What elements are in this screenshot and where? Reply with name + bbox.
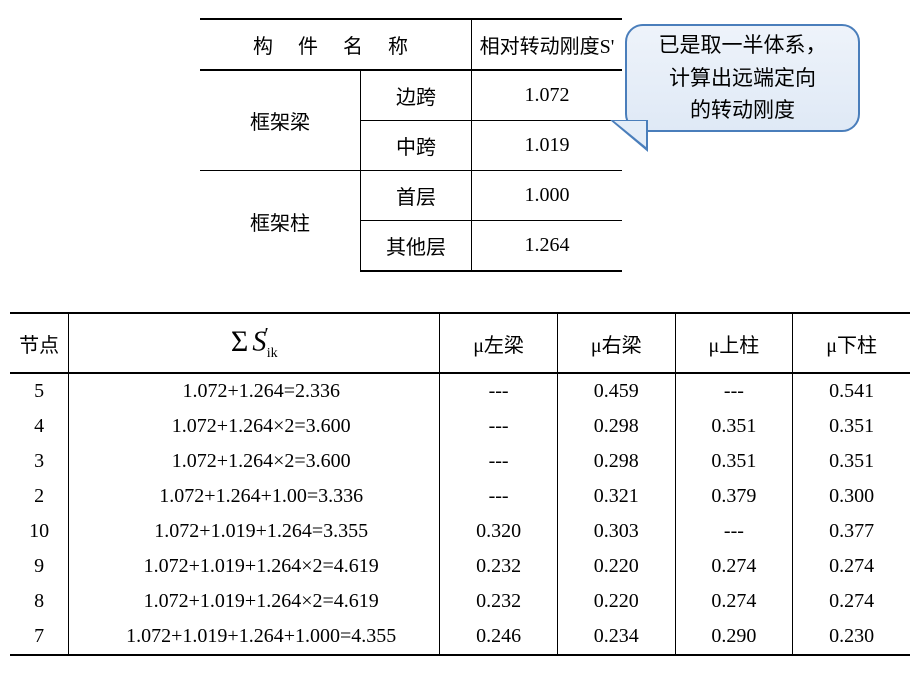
cell-node: 10 <box>10 514 69 549</box>
cell-mu-d: 0.230 <box>793 619 910 655</box>
cell-mu-d: 0.300 <box>793 479 910 514</box>
cell-mu-u: 0.274 <box>675 549 793 584</box>
cell-mu-l: --- <box>440 479 558 514</box>
cell-mu-r: 0.220 <box>557 549 675 584</box>
cell-mu-l: 0.232 <box>440 549 558 584</box>
cell-mu-d: 0.274 <box>793 584 910 619</box>
sigma-symbol: Σ <box>231 325 248 359</box>
sum-prime: ′ <box>264 324 268 346</box>
table-row: 5 1.072+1.264=2.336 --- 0.459 --- 0.541 <box>10 373 910 409</box>
cell-mu-u: 0.351 <box>675 444 793 479</box>
note-callout-text: 已是取一半体系， 计算出远端定向 的转动刚度 <box>659 29 827 127</box>
distribution-table: 节点 ΣS′ik μ左梁 μ右梁 μ上柱 μ下柱 5 1.072+1.264=2… <box>10 312 910 656</box>
page-canvas: 构 件 名 称 相对转动刚度S' 框架梁 边跨 1.072 中跨 1.019 框… <box>0 0 920 690</box>
cell-mu-u: 0.351 <box>675 409 793 444</box>
cell-sum: 1.072+1.264+1.00=3.336 <box>69 479 440 514</box>
note-line-2: 计算出远端定向 <box>669 66 816 90</box>
table-row: 7 1.072+1.019+1.264+1.000=4.355 0.246 0.… <box>10 619 910 655</box>
stiffness-group-0-row-0-sub: 边跨 <box>361 70 472 121</box>
cell-mu-d: 0.351 <box>793 444 910 479</box>
cell-mu-u: --- <box>675 373 793 409</box>
cell-mu-l: --- <box>440 409 558 444</box>
stiffness-group-0-row-1-val: 1.019 <box>472 121 623 171</box>
stiffness-table-header-value: 相对转动刚度S' <box>472 19 623 70</box>
sum-sub: ik <box>267 346 278 361</box>
cell-sum: 1.072+1.264×2=3.600 <box>69 444 440 479</box>
table-row: 3 1.072+1.264×2=3.600 --- 0.298 0.351 0.… <box>10 444 910 479</box>
dist-header-mu-right-beam: μ右梁 <box>557 313 675 373</box>
cell-mu-u: 0.379 <box>675 479 793 514</box>
stiffness-group-0-row-0-val: 1.072 <box>472 70 623 121</box>
cell-mu-u: 0.274 <box>675 584 793 619</box>
note-line-1: 已是取一半体系， <box>659 33 827 57</box>
cell-mu-l: 0.232 <box>440 584 558 619</box>
dist-header-mu-left-beam: μ左梁 <box>440 313 558 373</box>
stiffness-group-1-row-0-val: 1.000 <box>472 171 623 221</box>
stiffness-group-1-row-1-val: 1.264 <box>472 221 623 272</box>
table-row: 2 1.072+1.264+1.00=3.336 --- 0.321 0.379… <box>10 479 910 514</box>
cell-sum: 1.072+1.019+1.264×2=4.619 <box>69 549 440 584</box>
cell-mu-r: 0.234 <box>557 619 675 655</box>
dist-table-body: 5 1.072+1.264=2.336 --- 0.459 --- 0.541 … <box>10 373 910 655</box>
cell-sum: 1.072+1.264=2.336 <box>69 373 440 409</box>
cell-node: 3 <box>10 444 69 479</box>
cell-node: 7 <box>10 619 69 655</box>
cell-sum: 1.072+1.019+1.264=3.355 <box>69 514 440 549</box>
cell-mu-r: 0.298 <box>557 409 675 444</box>
table-row: 10 1.072+1.019+1.264=3.355 0.320 0.303 -… <box>10 514 910 549</box>
note-callout: 已是取一半体系， 计算出远端定向 的转动刚度 <box>625 24 860 132</box>
note-line-3: 的转动刚度 <box>690 98 795 122</box>
stiffness-table: 构 件 名 称 相对转动刚度S' 框架梁 边跨 1.072 中跨 1.019 框… <box>200 18 622 272</box>
stiffness-group-1-row-1-sub: 其他层 <box>361 221 472 272</box>
cell-mu-d: 0.541 <box>793 373 910 409</box>
cell-mu-r: 0.303 <box>557 514 675 549</box>
stiffness-group-0-row-1-sub: 中跨 <box>361 121 472 171</box>
stiffness-table-header-name: 构 件 名 称 <box>200 19 472 70</box>
table-row: 9 1.072+1.019+1.264×2=4.619 0.232 0.220 … <box>10 549 910 584</box>
stiffness-group-0-label: 框架梁 <box>200 70 361 171</box>
cell-node: 4 <box>10 409 69 444</box>
cell-mu-l: 0.246 <box>440 619 558 655</box>
cell-mu-u: --- <box>675 514 793 549</box>
dist-header-node: 节点 <box>10 313 69 373</box>
cell-node: 8 <box>10 584 69 619</box>
stiffness-group-1-label: 框架柱 <box>200 171 361 272</box>
cell-mu-r: 0.220 <box>557 584 675 619</box>
cell-mu-r: 0.459 <box>557 373 675 409</box>
cell-node: 9 <box>10 549 69 584</box>
cell-mu-r: 0.321 <box>557 479 675 514</box>
cell-sum: 1.072+1.019+1.264×2=4.619 <box>69 584 440 619</box>
cell-mu-l: --- <box>440 373 558 409</box>
cell-node: 2 <box>10 479 69 514</box>
dist-header-sum: ΣS′ik <box>69 313 440 373</box>
table-row: 4 1.072+1.264×2=3.600 --- 0.298 0.351 0.… <box>10 409 910 444</box>
cell-mu-l: 0.320 <box>440 514 558 549</box>
dist-header-mu-lower-col: μ下柱 <box>793 313 910 373</box>
cell-mu-d: 0.351 <box>793 409 910 444</box>
table-row: 8 1.072+1.019+1.264×2=4.619 0.232 0.220 … <box>10 584 910 619</box>
cell-mu-u: 0.290 <box>675 619 793 655</box>
cell-mu-r: 0.298 <box>557 444 675 479</box>
cell-mu-d: 0.377 <box>793 514 910 549</box>
stiffness-group-1-row-0-sub: 首层 <box>361 171 472 221</box>
cell-sum: 1.072+1.264×2=3.600 <box>69 409 440 444</box>
cell-mu-l: --- <box>440 444 558 479</box>
dist-header-mu-upper-col: μ上柱 <box>675 313 793 373</box>
cell-node: 5 <box>10 373 69 409</box>
cell-sum: 1.072+1.019+1.264+1.000=4.355 <box>69 619 440 655</box>
cell-mu-d: 0.274 <box>793 549 910 584</box>
